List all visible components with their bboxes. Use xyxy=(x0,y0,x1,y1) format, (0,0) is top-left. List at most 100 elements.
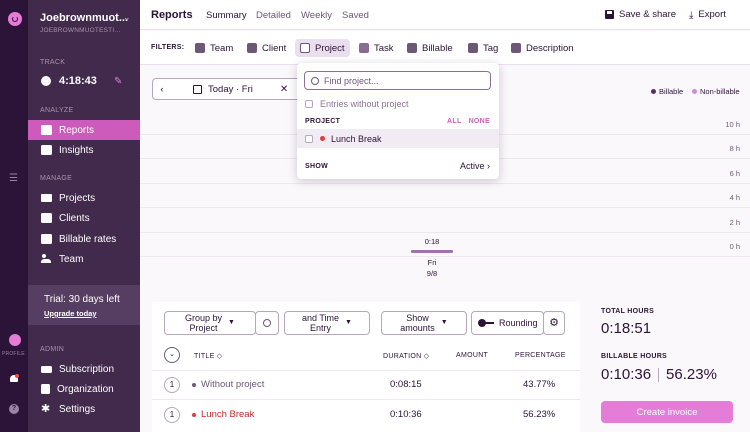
row-percentage: 56.23% xyxy=(523,409,556,420)
folder-icon xyxy=(300,43,310,53)
create-invoice-button[interactable]: Create invoice xyxy=(601,401,733,423)
filter-project[interactable]: Project xyxy=(295,39,350,57)
save-icon xyxy=(605,10,614,19)
legend-billable: Billable xyxy=(651,87,683,96)
rounding-toggle[interactable]: Rounding xyxy=(471,311,544,335)
dollar-icon xyxy=(407,43,417,53)
col-header-title[interactable]: TITLE ◇ xyxy=(194,353,223,360)
sidebar-item-billable-rates[interactable]: Billable rates xyxy=(28,229,140,249)
row-percentage: 43.77% xyxy=(523,379,556,390)
save-share-button[interactable]: Save & share xyxy=(605,9,676,20)
col-header-amount: AMOUNT xyxy=(456,352,489,359)
col-header-duration[interactable]: DURATION ◇ xyxy=(383,353,430,360)
sidebar-item-clients[interactable]: Clients xyxy=(28,208,140,228)
export-button[interactable]: ⤓ Export xyxy=(689,9,726,21)
profile-avatar[interactable] xyxy=(9,334,21,346)
tab-summary[interactable]: Summary xyxy=(206,10,247,21)
checkbox[interactable] xyxy=(305,100,313,108)
project-search-field[interactable] xyxy=(304,71,491,90)
option-label: Entries without project xyxy=(320,99,409,109)
toggle-switch[interactable] xyxy=(478,319,494,327)
filter-label: Team xyxy=(210,42,234,54)
row-expand-count[interactable]: 1 xyxy=(164,377,180,393)
group-by-select[interactable]: Group by Project ▼ xyxy=(164,311,256,335)
tag-icon xyxy=(468,43,478,53)
project-option-lunch-break[interactable]: Lunch Break xyxy=(297,129,499,148)
tab-weekly[interactable]: Weekly xyxy=(301,10,332,21)
show-line2: amounts xyxy=(400,323,435,333)
gear-icon: ⚙ xyxy=(549,317,559,329)
sub-group-select[interactable]: and Time Entry ▼ xyxy=(284,311,370,335)
row-title[interactable]: Lunch Break xyxy=(192,409,254,420)
chevron-down-icon: ▼ xyxy=(440,319,448,326)
tab-detailed[interactable]: Detailed xyxy=(256,10,291,21)
description-icon xyxy=(511,43,521,53)
sidebar-item-subscription[interactable]: Subscription xyxy=(28,359,140,379)
checkbox[interactable] xyxy=(305,134,313,143)
filter-client[interactable]: Client xyxy=(242,39,291,57)
trial-banner: Trial: 30 days left Upgrade today xyxy=(28,285,140,325)
running-timer[interactable]: 4:18:43 xyxy=(41,75,97,87)
row-duration: 0:08:15 xyxy=(390,379,422,390)
date-range-picker[interactable]: ‹ Today · Fri ✕ xyxy=(152,78,307,100)
entries-without-project-option[interactable]: Entries without project xyxy=(305,99,409,109)
filter-team[interactable]: Team xyxy=(190,39,238,57)
app-logo-icon[interactable] xyxy=(8,12,22,26)
sidebar-item-label: Projects xyxy=(59,192,96,204)
chevron-down-icon: ▼ xyxy=(345,319,352,326)
grid-line xyxy=(140,207,750,209)
filter-label: Task xyxy=(374,42,394,54)
group-search-button[interactable] xyxy=(255,311,279,335)
upgrade-link[interactable]: Upgrade today xyxy=(44,309,97,318)
sidebar-item-reports[interactable]: Reports xyxy=(28,120,140,140)
project-color-dot xyxy=(320,136,325,141)
sidebar-item-settings[interactable]: ✱ Settings xyxy=(28,399,140,419)
section-manage: MANAGE xyxy=(40,175,73,182)
sidebar-item-insights[interactable]: Insights xyxy=(28,140,140,160)
edit-pencil-icon[interactable]: ✎ xyxy=(114,76,123,87)
building-icon xyxy=(41,384,50,394)
export-label: Export xyxy=(698,9,726,20)
bar-fri[interactable] xyxy=(411,250,453,253)
filter-tag[interactable]: Tag xyxy=(463,39,503,57)
sub-group-line2: Entry xyxy=(310,323,332,333)
help-icon[interactable]: ? xyxy=(9,404,19,414)
download-icon: ⤓ xyxy=(689,10,694,21)
filter-billable[interactable]: Billable xyxy=(402,39,458,57)
show-amounts-select[interactable]: Show amounts ▼ xyxy=(381,311,467,335)
row-title[interactable]: Without project xyxy=(192,379,264,390)
filter-description[interactable]: Description xyxy=(506,39,579,57)
legend-label: Non-billable xyxy=(700,87,740,96)
chevron-down-icon[interactable]: ⌄ xyxy=(123,12,131,22)
clear-date-button[interactable]: ✕ xyxy=(279,83,289,95)
sidebar-item-team[interactable]: Team xyxy=(28,249,140,269)
totals-panel: TOTAL HOURS 0:18:51 BILLABLE HOURS 0:10:… xyxy=(589,302,750,432)
y-tick-label: 2 h xyxy=(729,217,740,227)
project-filter-dropdown: Entries without project PROJECT ALLNONE … xyxy=(297,63,499,179)
project-search-input[interactable] xyxy=(324,75,484,86)
sidebar-item-organization[interactable]: Organization xyxy=(28,379,140,399)
card-icon xyxy=(41,365,52,373)
collapse-sidebar-icon[interactable]: ☰ xyxy=(9,173,18,184)
rounding-settings-button[interactable]: ⚙ xyxy=(543,311,565,335)
sidebar-item-projects[interactable]: Projects xyxy=(28,188,140,208)
filter-label: Project xyxy=(315,42,345,54)
project-color-dot xyxy=(192,382,196,387)
show-active-select[interactable]: Active › xyxy=(459,161,490,171)
save-share-label: Save & share xyxy=(619,9,677,20)
row-expand-count[interactable]: 1 xyxy=(164,407,180,423)
section-admin: ADMIN xyxy=(40,346,65,353)
group-by-line2: Project xyxy=(189,323,218,333)
legend-dot xyxy=(651,89,656,94)
group-by-line1: Group by xyxy=(185,313,223,323)
select-none-link[interactable]: NONE xyxy=(468,118,490,125)
prev-period-button[interactable]: ‹ xyxy=(160,83,164,95)
expand-all-button[interactable]: ⌄ xyxy=(164,347,180,363)
select-all-link[interactable]: ALL xyxy=(447,118,462,125)
notifications-bell-icon[interactable] xyxy=(9,374,19,384)
tab-saved[interactable]: Saved xyxy=(342,10,369,21)
x-tick-date: 9/8 xyxy=(426,269,438,278)
filter-task[interactable]: Task xyxy=(354,39,399,57)
workspace-name[interactable]: Joebrownmuot... xyxy=(40,12,128,24)
task-check-icon xyxy=(359,43,369,53)
